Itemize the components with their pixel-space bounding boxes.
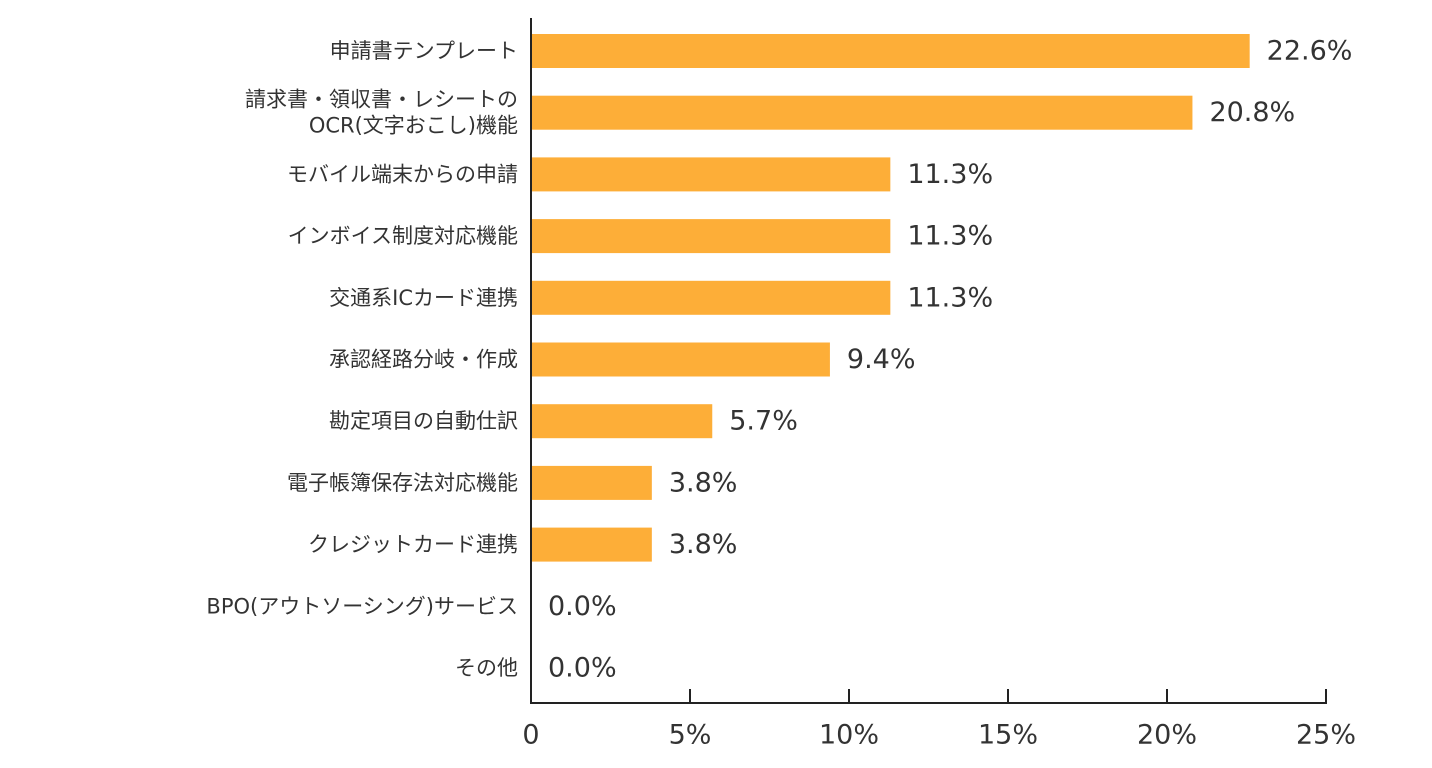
bar [531,219,891,254]
value-label: 3.8% [669,467,738,498]
category-label-line: BPO(アウトソーシング)サービス [206,594,518,618]
category-label-line: その他 [455,656,518,680]
category-label: インボイス制度対応機能 [288,224,518,248]
x-tick-label: 0 [522,720,539,751]
category-label: 電子帳簿保存法対応機能 [287,471,518,495]
category-label: 交通系ICカード連携 [329,286,518,310]
category-label-line: OCR(文字おこし)機能 [309,114,518,138]
bar [531,404,713,439]
category-label-line: インボイス制度対応機能 [288,224,518,248]
category-label-line: クレジットカード連携 [308,533,518,557]
value-label: 9.4% [847,344,916,375]
bar [531,527,652,562]
value-labels: 22.6% 20.8% 11.3% 11.3% 11.3% 9.4% 5.7% 3.8% 3.8… [548,36,1352,684]
bar [531,34,1250,68]
value-label: 20.8% [1209,97,1295,128]
category-label: モバイル端末からの申請 [287,162,518,186]
bar [531,280,891,315]
x-tick-label: 15% [978,720,1038,751]
value-label: 5.7% [729,406,798,437]
bars-layer [531,34,1250,562]
value-label: 0.0% [548,591,617,622]
category-label: 請求書・領収書・レシートの OCR(文字おこし)機能 [245,88,518,138]
category-label-line: 請求書・領収書・レシートの [245,88,518,112]
bar [531,342,830,377]
category-label-line: 勘定項目の自動仕訳 [329,409,518,433]
x-tick-label: 5% [669,720,712,751]
category-label-line: モバイル端末からの申請 [287,162,518,186]
category-label-line: 承認経路分岐・作成 [329,348,518,372]
value-label: 22.6% [1267,36,1353,67]
bar [531,157,891,192]
category-label-line: 電子帳簿保存法対応機能 [287,471,518,495]
x-tick-label: 10% [819,720,879,751]
category-label: クレジットカード連携 [308,533,518,557]
category-label: 承認経路分岐・作成 [329,348,518,372]
x-tick-label: 25% [1296,720,1356,751]
category-label-line: 申請書テンプレート [330,39,518,63]
value-label: 0.0% [548,653,617,684]
bar [531,95,1193,130]
x-axis-ticks: 0 5% 10% 15% 20% 25% [522,689,1356,751]
category-label: 勘定項目の自動仕訳 [329,409,518,433]
value-label: 11.3% [907,159,993,190]
bar [531,465,652,500]
category-label: BPO(アウトソーシング)サービス [206,594,518,618]
category-label: 申請書テンプレート [330,39,518,63]
value-label: 11.3% [907,282,993,313]
x-tick-label: 20% [1137,720,1197,751]
value-label: 3.8% [669,529,738,560]
category-label: その他 [455,656,518,680]
category-label-line: 交通系ICカード連携 [329,286,518,310]
value-label: 11.3% [907,221,993,252]
